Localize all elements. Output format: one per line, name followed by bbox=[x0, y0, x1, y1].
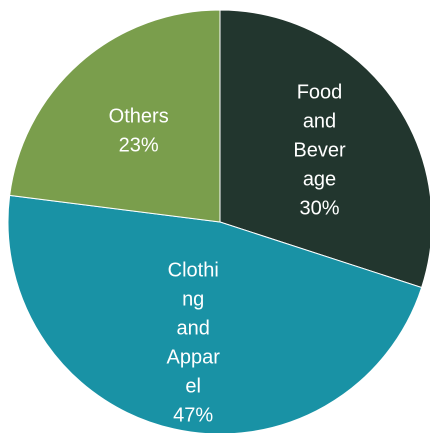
slice-percent-label: 30% bbox=[299, 198, 339, 220]
slice-category-label: Food bbox=[297, 82, 343, 104]
pie-labels: Food and Bever age 30% Clothi ng and Appar el 47% O… bbox=[109, 82, 346, 427]
slice-label: Food and Bever age 30% bbox=[293, 82, 346, 220]
slice-category-label: Bever bbox=[293, 140, 346, 162]
pie-slice bbox=[7, 194, 423, 433]
slice-category-label: Appar bbox=[167, 347, 221, 369]
slice-percent-label: 47% bbox=[173, 405, 213, 427]
slice-category-label: ng bbox=[182, 289, 204, 311]
slice-label: Others 23% bbox=[109, 105, 169, 156]
slice-category-label: Others bbox=[109, 105, 169, 127]
slice-category-label: and bbox=[303, 111, 336, 133]
pie-slice bbox=[219, 9, 430, 289]
slice-category-label: Clothi bbox=[168, 260, 219, 282]
pie-slices bbox=[7, 9, 430, 433]
slice-category-label: el bbox=[185, 376, 201, 398]
slice-percent-label: 23% bbox=[119, 134, 159, 156]
slice-label: Clothi ng and Appar el 47% bbox=[167, 260, 221, 427]
pie-slice bbox=[9, 9, 221, 223]
slice-category-label: age bbox=[303, 169, 336, 191]
slice-category-label: and bbox=[177, 318, 210, 340]
